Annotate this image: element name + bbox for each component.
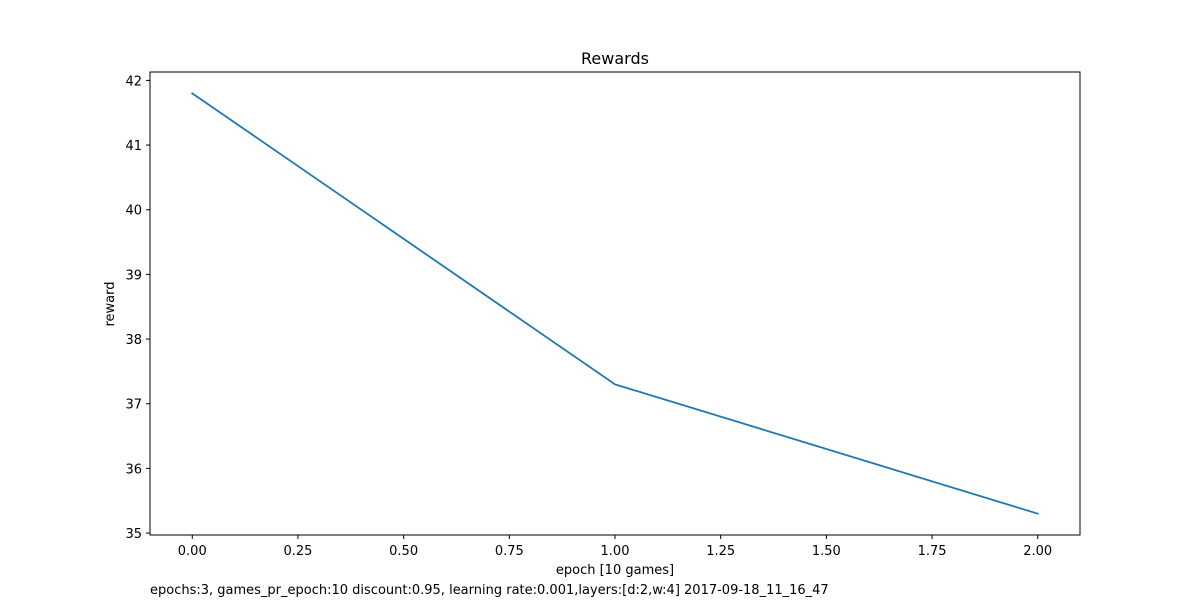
y-tick-label: 40: [125, 204, 142, 219]
plot-area: 0.00 0.25 0.50 0.75 1.00 1.25 1.50 1.75 2.00 35 36…: [125, 71, 1081, 559]
y-tick-label: 41: [125, 139, 142, 154]
x-tick-label: 0.00: [178, 544, 207, 559]
parameters-footnote: epochs:3, games_pr_epoch:10 discount:0.9…: [150, 583, 829, 598]
x-tick-label: 0.75: [495, 544, 524, 559]
y-tick-label: 38: [125, 333, 142, 348]
x-axis-label: epoch [10 games]: [556, 563, 674, 578]
y-tick-label: 36: [125, 462, 142, 477]
y-tick-label: 39: [125, 268, 142, 283]
y-tick-label: 37: [125, 398, 142, 413]
x-tick-label: 1.25: [706, 544, 735, 559]
y-axis-label: reward: [103, 281, 118, 326]
chart-title: Rewards: [581, 49, 649, 68]
x-tick-label: 0.50: [389, 544, 418, 559]
reward-series-line: [191, 92, 1039, 515]
y-tick-label: 42: [125, 74, 142, 89]
plot-frame: [149, 71, 1081, 536]
x-tick-label: 1.75: [918, 544, 947, 559]
x-tick-label: 0.25: [283, 544, 312, 559]
x-tick-label: 1.00: [601, 544, 630, 559]
y-tick-label: 35: [125, 527, 142, 542]
x-tick-label: 1.50: [812, 544, 841, 559]
x-tick-label: 2.00: [1023, 544, 1052, 559]
